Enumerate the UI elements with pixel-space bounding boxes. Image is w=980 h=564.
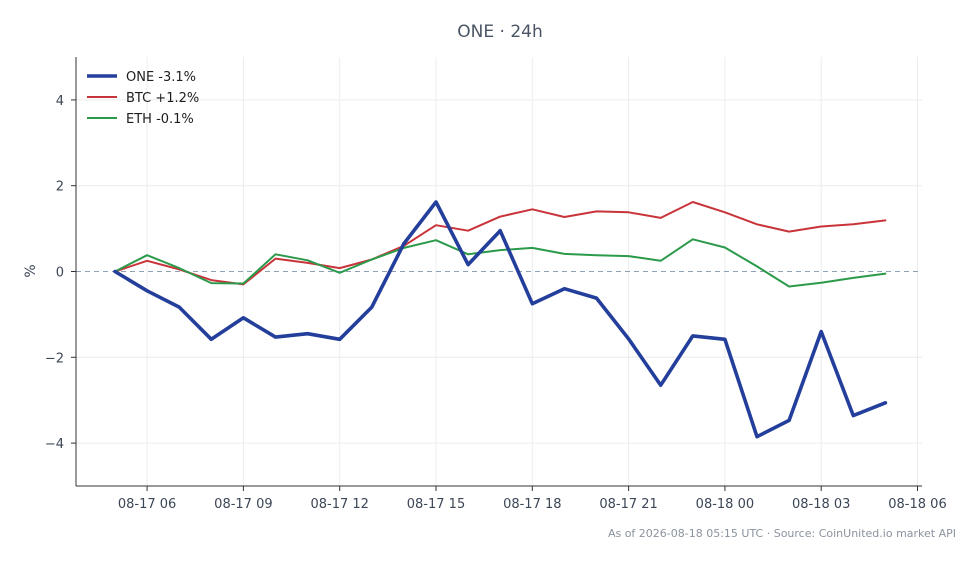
series-line-0 xyxy=(113,200,888,439)
y-tick-label: 2 xyxy=(56,180,64,195)
x-tick-label: 08-18 00 xyxy=(696,497,754,512)
x-tick-label: 08-17 15 xyxy=(407,497,465,512)
series-line-1 xyxy=(114,201,887,286)
series-group xyxy=(113,200,888,439)
legend: ONE -3.1% BTC +1.2% ETH -0.1% xyxy=(87,70,199,127)
y-tick-label: −4 xyxy=(45,437,64,452)
series-line-2 xyxy=(114,238,887,288)
legend-label: ETH -0.1% xyxy=(126,112,194,127)
x-tick-label: 08-18 06 xyxy=(888,497,946,512)
legend-label: ONE -3.1% xyxy=(126,70,196,85)
y-tick-label: 4 xyxy=(56,94,64,109)
y-axis-label: % xyxy=(23,264,39,277)
chart-title: ONE · 24h xyxy=(457,22,542,42)
footer-source: As of 2026-08-18 05:15 UTC · Source: Coi… xyxy=(608,527,956,540)
y-tick-label: 0 xyxy=(56,266,64,281)
x-tick-label: 08-17 09 xyxy=(214,497,272,512)
legend-label: BTC +1.2% xyxy=(126,91,199,106)
y-tick-label: −2 xyxy=(45,351,64,366)
x-tick-label: 08-17 06 xyxy=(118,497,176,512)
x-axis-ticks: 08-17 06 08-17 09 08-17 12 08-17 15 08-17 18… xyxy=(118,486,947,512)
x-tick-label: 08-17 12 xyxy=(310,497,368,512)
x-tick-label: 08-17 21 xyxy=(599,497,657,512)
y-axis-ticks: 4 2 0 −2 −4 xyxy=(45,94,76,452)
x-tick-label: 08-18 03 xyxy=(792,497,850,512)
x-tick-label: 08-17 18 xyxy=(503,497,561,512)
